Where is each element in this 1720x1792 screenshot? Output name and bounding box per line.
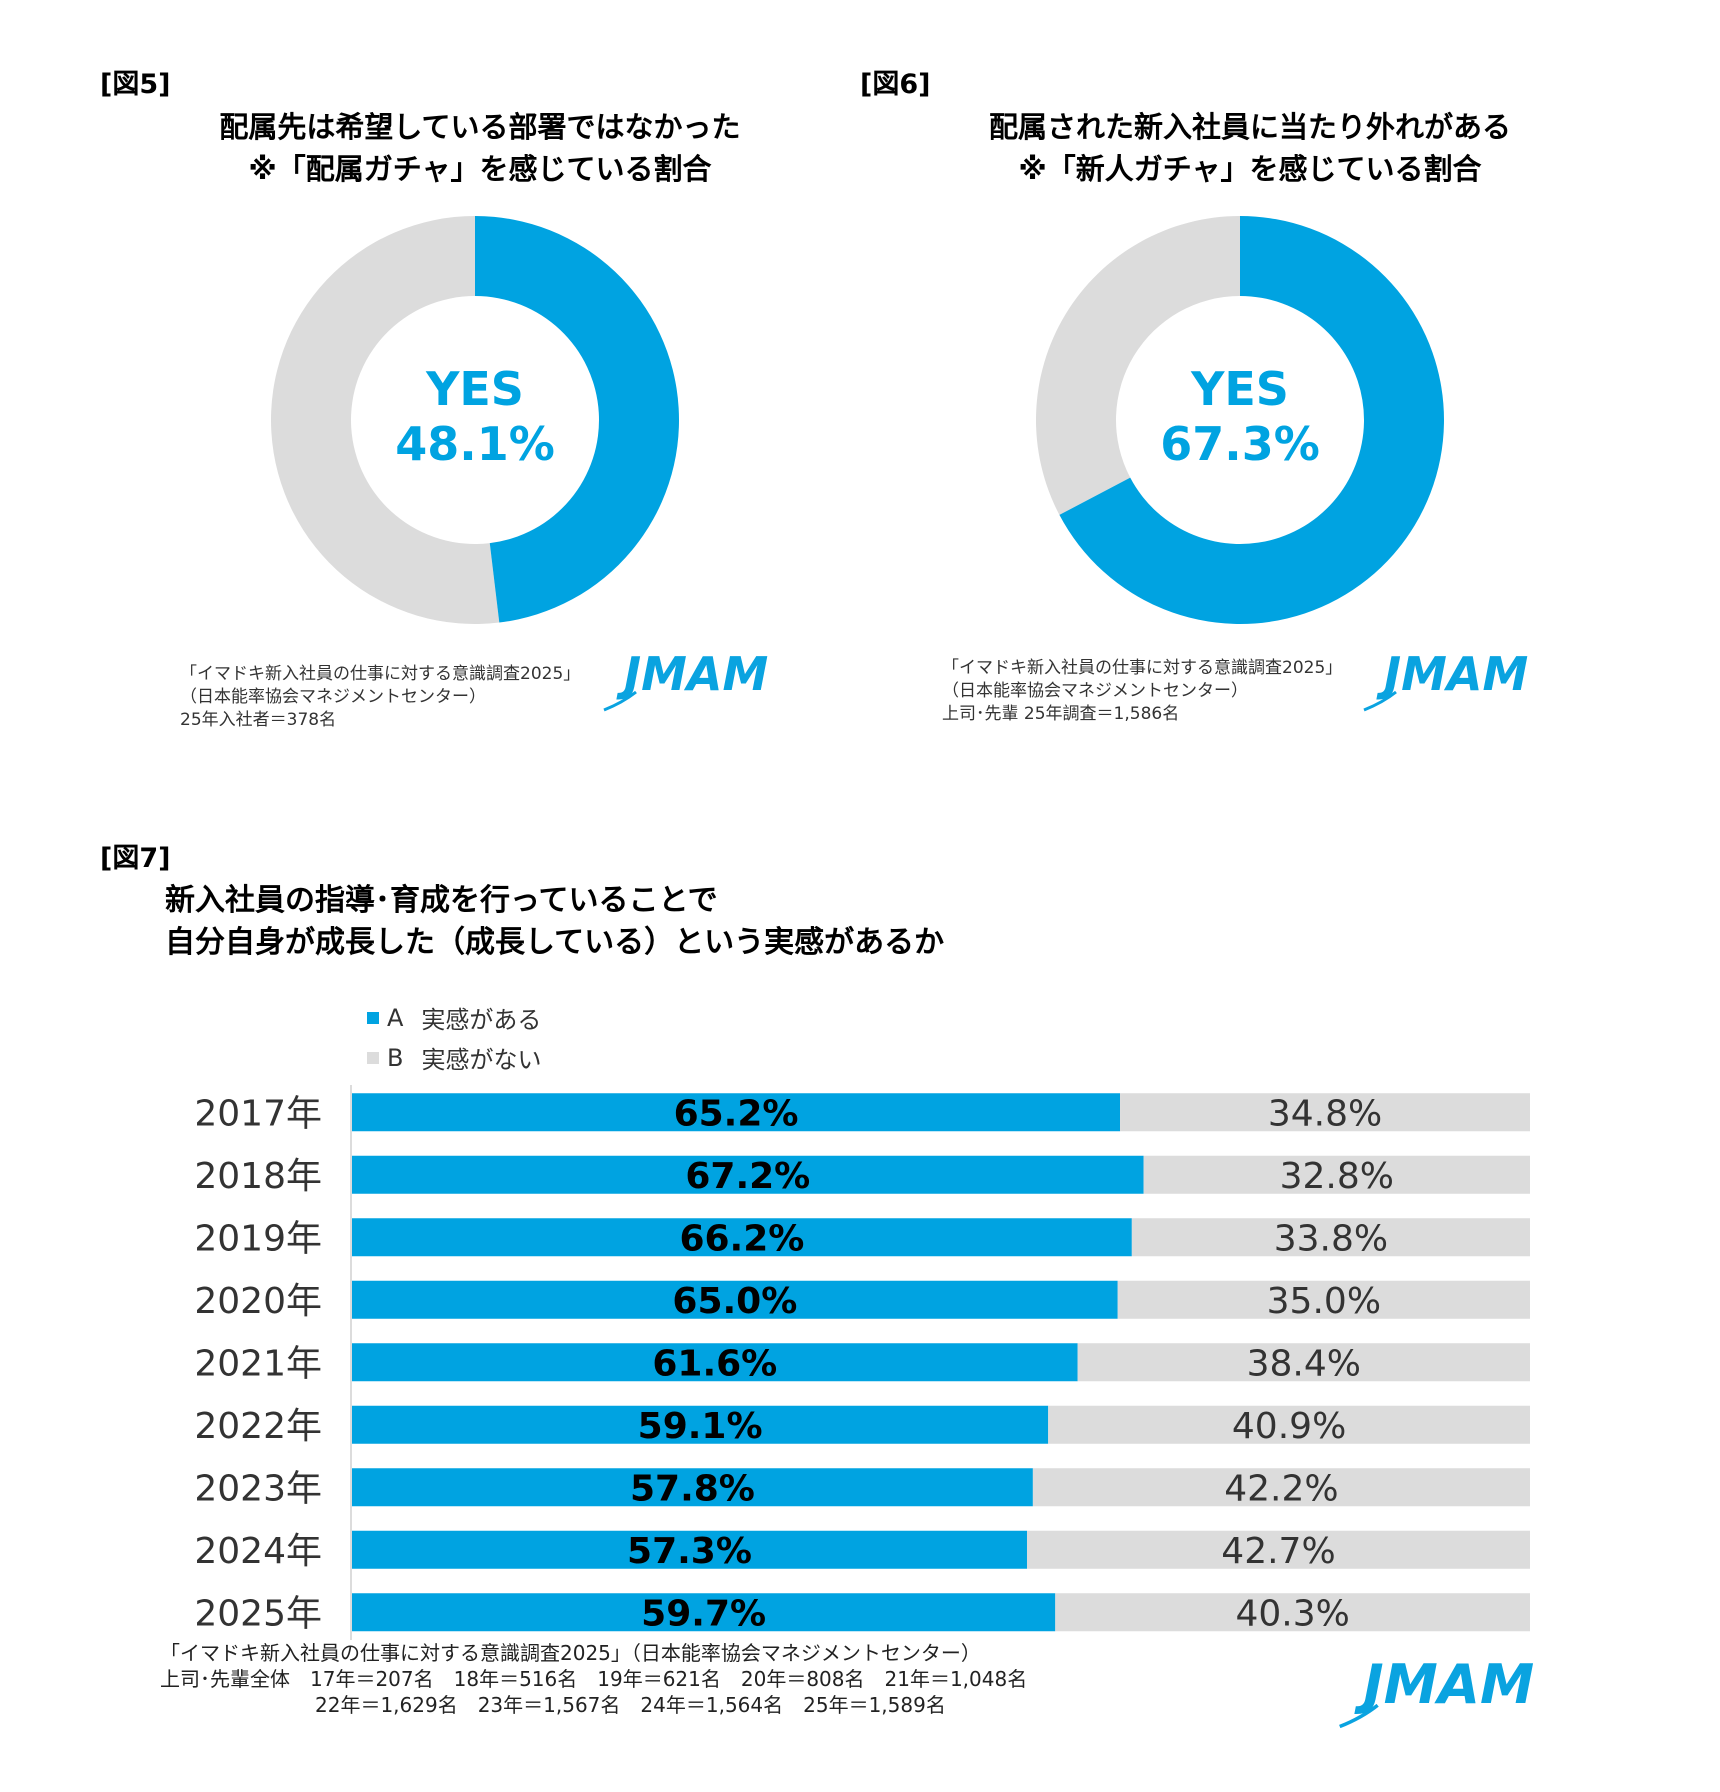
fig7-source-line: 22年＝1,629名 23年＝1,567名 24年＝1,564名 25年＝1,5… <box>315 1693 946 1717</box>
y-tick-label: 2024年 <box>194 1531 322 1572</box>
fig7-label: [図7] <box>100 843 171 874</box>
legend-swatch-b <box>367 1051 379 1064</box>
data-label-a: 65.2% <box>674 1093 799 1134</box>
y-tick-label: 2022年 <box>194 1406 322 1447</box>
bar-b <box>1131 1218 1530 1257</box>
data-label-b: 32.8% <box>1280 1156 1394 1197</box>
legend-label-a: 実感がある <box>421 1006 542 1034</box>
fig6-source: 「イマドキ新入社員の仕事に対する意識調査2025」 （日本能率協会マネジメントセ… <box>942 657 1342 726</box>
fig5-title: 配属先は希望している部署ではなかった ※「配属ガチャ」を感じている割合 <box>130 106 830 190</box>
fig5-jmam-logo: JMAM <box>603 648 768 712</box>
data-label-a: 66.2% <box>679 1218 804 1259</box>
legend-item-a: A 実感がある <box>367 1000 541 1035</box>
fig6-jmam-logo: JMAM <box>1363 648 1528 712</box>
bar-b <box>1077 1343 1530 1382</box>
fig5-center-yes: YES <box>425 362 524 416</box>
bar-b <box>1055 1593 1530 1632</box>
data-label-b: 40.9% <box>1232 1406 1346 1447</box>
data-label-a: 67.2% <box>685 1156 810 1197</box>
fig6-center-yes: YES <box>1190 362 1289 416</box>
fig7-title-line2: 自分自身が成長した（成長している）という実感があるか <box>165 925 945 960</box>
data-label-b: 38.4% <box>1247 1343 1361 1384</box>
y-tick-label: 2019年 <box>194 1218 322 1259</box>
fig6-title-line1: 配属された新入社員に当たり外れがある <box>988 110 1511 144</box>
bar-a <box>352 1280 1118 1319</box>
data-label-a: 57.3% <box>627 1531 752 1572</box>
bar-b <box>1143 1155 1530 1194</box>
y-tick-label: 2017年 <box>194 1093 322 1134</box>
y-tick-label: 2020年 <box>194 1281 322 1322</box>
fig7-source-line: 上司･先輩全体 17年＝207名 18年＝516名 19年＝621名 20年＝8… <box>160 1667 1028 1691</box>
fig5-title-line1: 配属先は希望している部署ではなかった <box>219 110 741 144</box>
bar-b <box>1120 1093 1530 1132</box>
bar-b <box>1032 1468 1530 1507</box>
fig5-donut-chart: YES 48.1% <box>271 216 680 624</box>
fig6-slice-yes <box>1059 216 1444 624</box>
fig5-label: [図5] <box>100 69 171 100</box>
data-label-a: 61.6% <box>652 1343 777 1384</box>
y-tick-label: 2021年 <box>194 1343 322 1384</box>
fig6-source-line: 上司･先輩 25年調査＝1,586名 <box>942 704 1180 724</box>
y-tick-label: 2018年 <box>194 1156 322 1197</box>
bar-a <box>352 1155 1144 1194</box>
bar-a <box>352 1343 1078 1382</box>
data-label-b: 35.0% <box>1267 1281 1381 1322</box>
data-label-b: 34.8% <box>1268 1093 1382 1134</box>
fig7-jmam-logo: JMAM <box>1339 1652 1534 1729</box>
y-tick-label: 2025年 <box>194 1593 322 1634</box>
legend-key-b: B <box>387 1043 404 1072</box>
legend-key-a: A <box>387 1003 404 1032</box>
bar-b <box>1026 1530 1530 1569</box>
data-label-b: 42.7% <box>1221 1531 1335 1572</box>
data-label-a: 57.8% <box>630 1468 755 1509</box>
fig7-logo-text: JMAM <box>1353 1652 1534 1716</box>
bar-b <box>1048 1405 1530 1444</box>
fig5-logo-text: JMAM <box>616 648 768 701</box>
fig6-title-line2: ※「新人ガチャ」を感じている割合 <box>1018 152 1482 186</box>
fig5-center-value: 48.1% <box>395 417 555 471</box>
fig6-donut-chart: YES 67.3% <box>1036 216 1444 624</box>
fig6-label: [図6] <box>860 69 931 100</box>
fig6-title: 配属された新入社員に当たり外れがある ※「新人ガチャ」を感じている割合 <box>890 106 1610 190</box>
fig7-source-line: 「イマドキ新入社員の仕事に対する意識調査2025」（日本能率協会マネジメントセン… <box>160 1641 981 1665</box>
legend-swatch-a <box>367 1011 379 1024</box>
bar-a <box>352 1218 1132 1257</box>
fig7-bar-chart: 2017年 65.2% 34.8% 2018年 67.2% 32.8% 2019年 66.2%… <box>194 1085 1530 1640</box>
bar-a <box>352 1593 1056 1632</box>
fig6-logo-text: JMAM <box>1376 648 1528 701</box>
legend-item-b: B 実感がない <box>367 1040 541 1075</box>
fig7-title-line1: 新入社員の指導･育成を行っていることで <box>165 883 718 918</box>
bar-a <box>352 1530 1027 1569</box>
fig5-title-line2: ※「配属ガチャ」を感じている割合 <box>248 152 712 186</box>
bar-a <box>352 1093 1121 1132</box>
fig5-source-line: 「イマドキ新入社員の仕事に対する意識調査2025」 <box>180 664 581 684</box>
legend-label-b: 実感がない <box>421 1046 542 1074</box>
fig7-source: 「イマドキ新入社員の仕事に対する意識調査2025」（日本能率協会マネジメントセン… <box>160 1640 1027 1718</box>
fig5-slice-rest <box>271 216 500 624</box>
bar-a <box>352 1468 1033 1507</box>
fig6-slice-rest <box>1036 216 1240 515</box>
fig6-center-value: 67.3% <box>1160 417 1320 471</box>
data-label-a: 59.1% <box>638 1406 763 1447</box>
fig5-source-line: （日本能率協会マネジメントセンター） <box>180 687 486 707</box>
data-label-b: 40.3% <box>1235 1593 1349 1634</box>
data-label-b: 42.2% <box>1224 1468 1338 1509</box>
y-tick-label: 2023年 <box>194 1468 322 1509</box>
data-label-a: 65.0% <box>672 1281 797 1322</box>
bar-a <box>352 1405 1049 1444</box>
fig6-source-line: 「イマドキ新入社員の仕事に対する意識調査2025」 <box>942 658 1343 678</box>
fig5-source: 「イマドキ新入社員の仕事に対する意識調査2025」 （日本能率協会マネジメントセ… <box>180 663 580 732</box>
fig7-title: 新入社員の指導･育成を行っていることで 自分自身が成長した（成長している）という… <box>165 880 1365 964</box>
bar-b <box>1117 1280 1530 1319</box>
fig5-slice-yes <box>475 216 680 623</box>
data-label-b: 33.8% <box>1274 1218 1388 1259</box>
fig6-source-line: （日本能率協会マネジメントセンター） <box>942 681 1248 701</box>
fig5-source-line: 25年入社者＝378名 <box>180 710 337 730</box>
data-label-a: 59.7% <box>641 1593 766 1634</box>
